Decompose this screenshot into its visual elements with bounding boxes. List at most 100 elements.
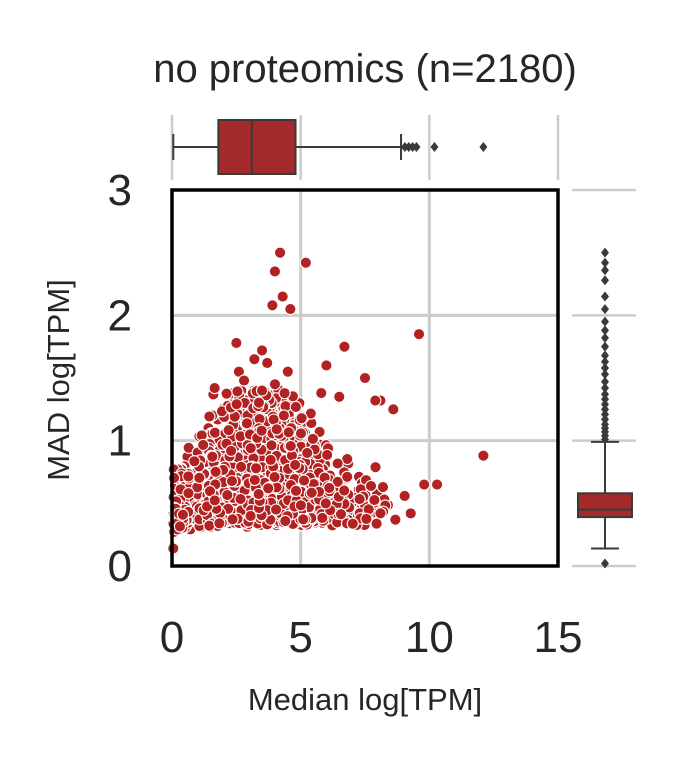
data-point [418,478,431,491]
marginal-y-outlier [601,369,609,380]
marginal-y-outlier [601,257,609,268]
data-point [231,385,244,398]
data-point [277,409,291,422]
marginal-y-outlier [601,419,609,430]
data-point [230,336,243,350]
data-point [222,424,235,437]
data-point [265,439,278,452]
marginal-y-outlier [601,291,609,302]
data-point [398,489,411,503]
data-point [203,410,216,423]
marginal-x-box [217,119,297,175]
data-point [221,488,234,502]
data-point [282,426,295,439]
data-point [264,453,277,467]
marginal-y-outlier [601,332,609,343]
data-point [346,517,359,530]
data-point [268,265,282,278]
data-point [278,386,291,400]
data-point [226,513,239,526]
data-point [266,299,279,312]
data-point [412,327,426,341]
data-point [261,356,274,370]
data-point [389,513,402,526]
plot-frame [170,188,560,568]
data-point [234,460,248,473]
data-point [270,423,283,436]
data-point [294,427,308,440]
data-point [284,302,297,316]
data-point [230,398,243,411]
data-point [338,484,351,497]
data-point [188,455,201,468]
x-tick-label: 15 [534,613,583,662]
data-point [197,438,210,452]
marginal-y-outlier [601,316,609,327]
data-point [203,519,216,532]
data-point [281,365,294,378]
y-tick-label: 0 [108,542,132,591]
marginal-x-outlier [479,142,488,152]
y-axis-label: MAD log[TPM] [41,279,76,481]
data-point [182,487,195,500]
data-point [289,484,303,497]
data-point [369,394,382,407]
data-point [360,512,373,526]
data-point [255,424,268,437]
data-point [319,497,332,510]
marginal-x-panel [170,115,560,180]
data-point [208,494,221,507]
data-point [320,448,334,462]
data-point [334,507,348,521]
x-tick-label: 5 [288,613,312,662]
data-point [306,432,320,446]
marginal-x-outlier [430,142,439,152]
data-point [370,517,383,530]
data-point [477,449,490,462]
marginal-y-outlier [601,325,609,336]
scatter-points [167,246,490,555]
marginal-y-outlier [601,414,609,425]
data-point [249,462,263,475]
data-point [225,474,239,488]
data-point [289,400,302,414]
data-point [276,290,289,303]
marginal-y-outlier [601,383,609,394]
marginal-y-outlier [601,558,609,569]
data-point [387,403,400,416]
y-tick-labels: 0 1 2 3 [108,166,132,591]
data-point [320,359,333,372]
data-point [268,470,281,484]
data-point [284,439,297,453]
data-point [338,340,351,353]
chart-title: no proteomics (n=2180) [153,47,577,91]
marginal-y-outlier [601,404,609,415]
data-point [316,511,329,525]
marginal-y-outlier [601,304,609,315]
data-point [301,446,314,460]
data-point [376,480,390,494]
data-point [315,386,328,400]
data-point [305,486,318,499]
data-point [341,470,354,483]
data-point [404,507,417,520]
x-axis-label: Median log[TPM] [248,682,482,717]
data-point [297,474,311,487]
data-point [182,470,195,483]
marginal-y-outlier [601,389,609,400]
x-tick-label: 0 [160,613,184,662]
data-point [295,412,308,425]
data-point [248,473,261,487]
data-point [374,507,387,520]
data-point [244,509,257,523]
data-point [193,471,206,484]
data-point [268,378,282,391]
y-tick-label: 1 [108,417,132,466]
data-point [368,493,381,507]
data-point [323,481,336,495]
data-point [206,450,219,463]
marginal-y-outlier [601,376,609,387]
y-tick-label: 2 [108,291,132,340]
x-tick-labels: 0 5 10 15 [160,613,583,662]
